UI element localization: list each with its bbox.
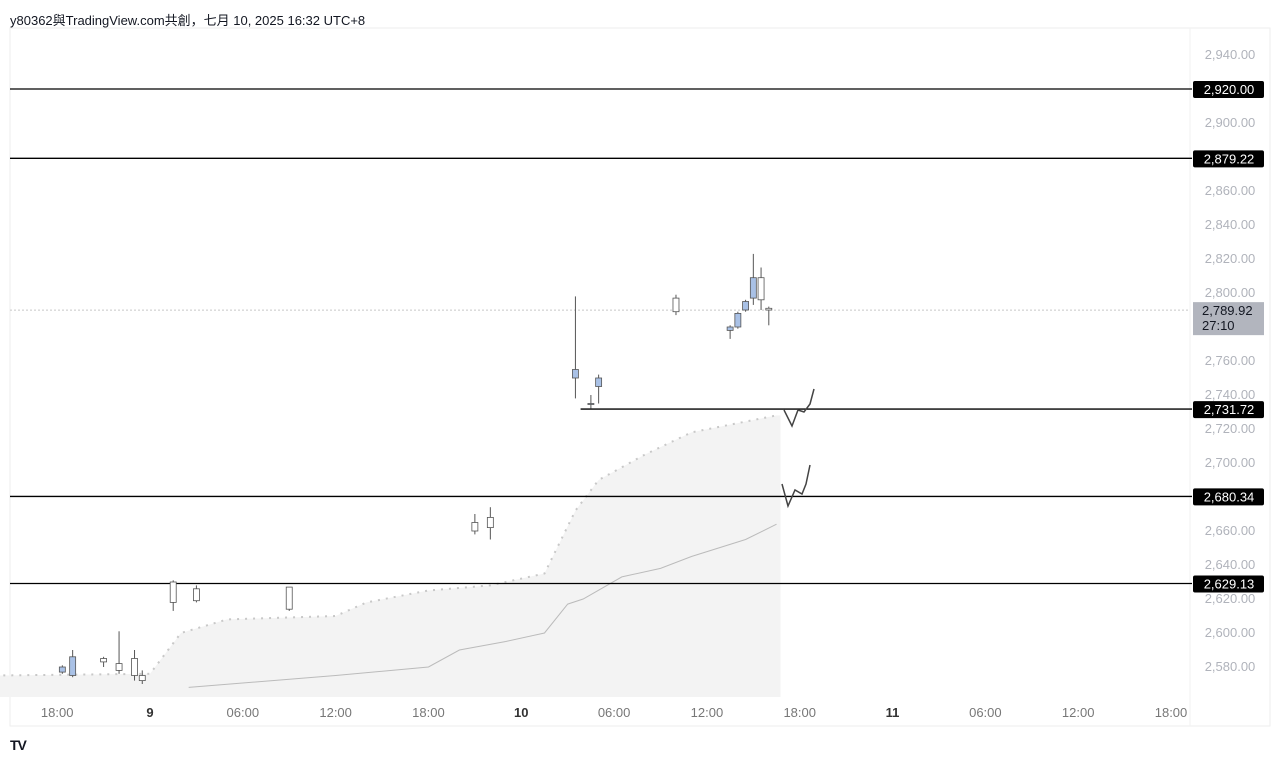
drawing-stroke-lower [781, 464, 811, 509]
candle-body [587, 403, 595, 405]
candle [749, 253, 757, 305]
level-price-label: 2,629.13 [1204, 576, 1255, 591]
band-upper-dotted [0, 414, 777, 677]
candle [734, 311, 742, 329]
x-tick-label: 12:00 [1062, 705, 1095, 720]
candle [193, 585, 200, 603]
candle [587, 395, 595, 409]
y-tick-label: 2,860.00 [1205, 183, 1256, 198]
x-tick-label: 06:00 [598, 705, 631, 720]
level-price-tag [1193, 488, 1264, 506]
candle [58, 665, 66, 674]
x-tick-label: 18:00 [1155, 705, 1188, 720]
candle-body [742, 301, 749, 311]
level-price-tag [1193, 150, 1264, 168]
x-tick-label: 18:00 [412, 705, 445, 720]
candle [726, 325, 734, 339]
candle-body [672, 297, 680, 313]
candle [138, 670, 146, 684]
tradingview-logo: TV [10, 737, 27, 753]
candle-body [115, 663, 123, 671]
level-price-label: 2,920.00 [1204, 82, 1255, 97]
candle-body [131, 658, 138, 676]
x-tick-label: 06:00 [227, 705, 260, 720]
candle-body [572, 369, 579, 379]
candle-body [471, 522, 479, 532]
candle-body [69, 656, 77, 676]
candle [765, 306, 773, 326]
level-price-tag [1193, 81, 1264, 98]
candle-body [486, 517, 494, 529]
candle-body [138, 675, 146, 681]
y-tick-label: 2,580.00 [1205, 659, 1256, 674]
y-tick-label: 2,600.00 [1205, 625, 1256, 640]
y-tick-label: 2,760.00 [1205, 353, 1256, 368]
lower-line [188, 523, 777, 688]
y-tick-label: 2,640.00 [1205, 557, 1256, 572]
candle-body [757, 277, 765, 301]
candle [115, 631, 123, 674]
candle [69, 650, 77, 678]
candle [672, 294, 680, 316]
y-tick-label: 2,660.00 [1205, 523, 1256, 538]
x-tick-label: 11 [886, 705, 900, 720]
y-tick-label: 2,940.00 [1205, 47, 1256, 62]
candle [486, 507, 494, 540]
candle [572, 296, 579, 399]
candle [595, 374, 603, 404]
chart-caption: y80362與TradingView.com共創，七月 10, 2025 16:… [10, 13, 366, 28]
y-tick-label: 2,840.00 [1205, 217, 1256, 232]
x-tick-label: 10 [514, 705, 528, 720]
y-tick-label: 2,620.00 [1205, 591, 1256, 606]
candle [100, 656, 107, 667]
candle-body [765, 307, 773, 311]
band-fill [0, 415, 781, 697]
y-tick-label: 2,900.00 [1205, 115, 1256, 130]
current-price-label: 2,789.92 [1202, 303, 1253, 318]
y-tick-label: 2,700.00 [1205, 455, 1256, 470]
candle-body [193, 588, 200, 602]
candle [757, 267, 765, 310]
candle [169, 580, 177, 611]
candle-body [100, 658, 107, 663]
level-price-label: 2,731.72 [1204, 402, 1255, 417]
candle [285, 586, 293, 611]
level-price-label: 2,680.34 [1204, 489, 1255, 504]
candle-body [58, 666, 66, 673]
chart-frame [9, 27, 1271, 727]
x-tick-label: 06:00 [969, 705, 1002, 720]
candle-body [749, 277, 757, 299]
level-price-tag [1193, 401, 1264, 419]
candle [131, 650, 138, 681]
candle [742, 299, 749, 312]
y-tick-label: 2,740.00 [1205, 387, 1256, 402]
level-price-label: 2,879.22 [1204, 151, 1255, 166]
y-tick-label: 2,720.00 [1205, 421, 1256, 436]
x-tick-label: 12:00 [691, 705, 724, 720]
candle-body [726, 326, 734, 331]
x-tick-label: 9 [146, 705, 153, 720]
x-tick-label: 18:00 [41, 705, 74, 720]
x-tick-label: 18:00 [783, 705, 816, 720]
candle [471, 514, 479, 535]
candle-body [285, 586, 293, 610]
drawing-stroke-upper [783, 388, 815, 428]
y-tick-label: 2,820.00 [1205, 251, 1256, 266]
candle-body [595, 377, 603, 387]
candle-body [734, 312, 742, 328]
y-tick-label: 2,800.00 [1205, 285, 1256, 300]
current-price-tag [1193, 302, 1264, 336]
x-tick-label: 12:00 [319, 705, 352, 720]
level-price-tag [1193, 575, 1264, 593]
countdown-label: 27:10 [1202, 318, 1235, 333]
candle-body [169, 581, 177, 603]
